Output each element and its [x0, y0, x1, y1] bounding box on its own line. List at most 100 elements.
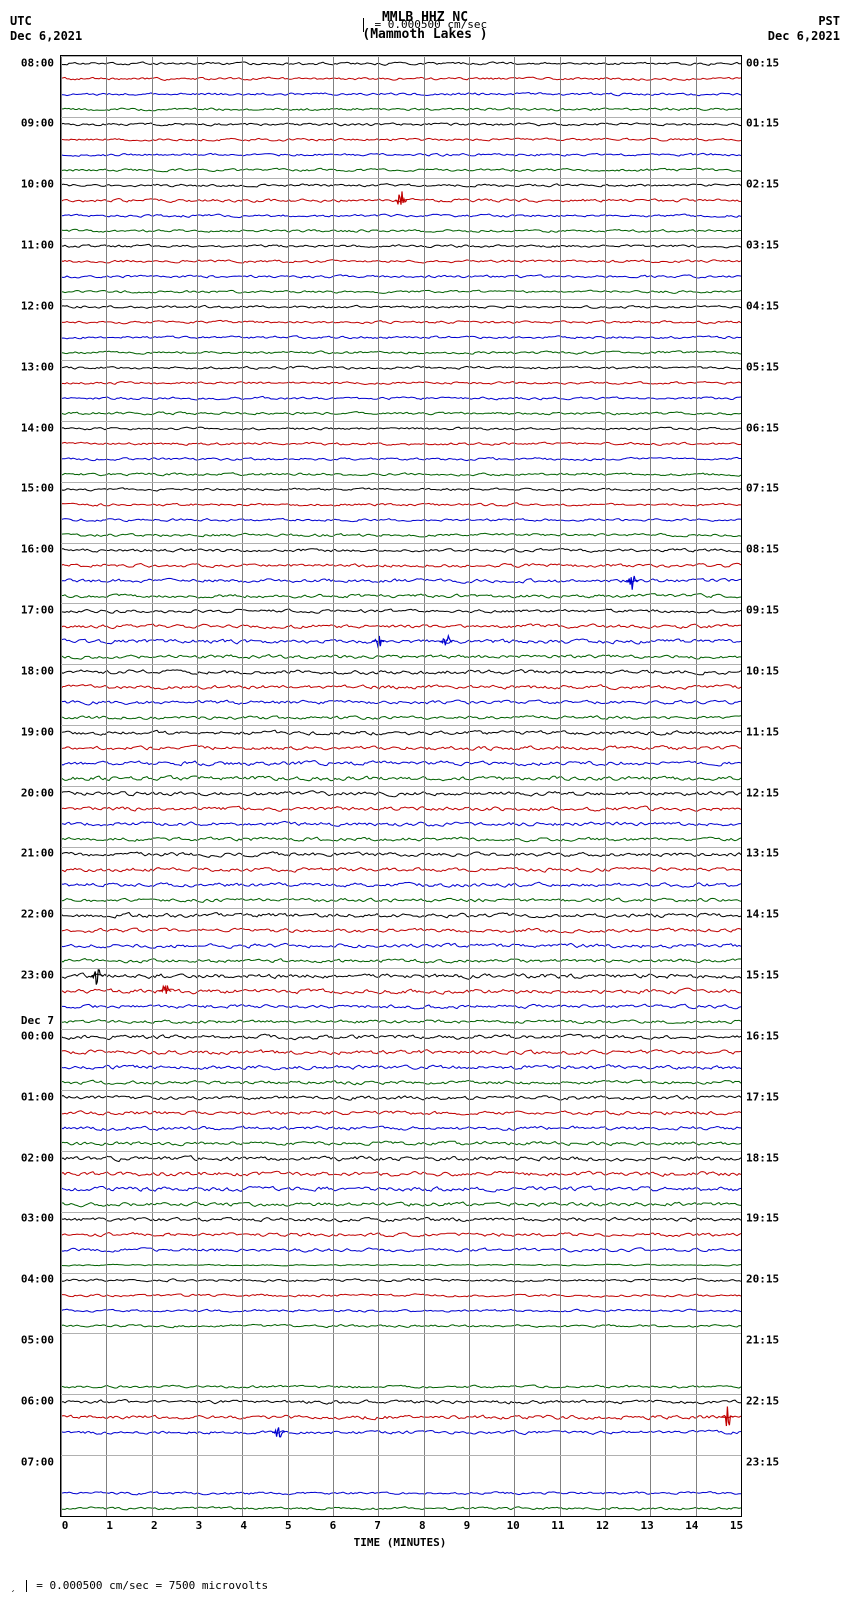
seismic-trace [61, 442, 741, 445]
seismic-trace [61, 138, 741, 141]
footer-scale-icon: ˏ [10, 1581, 16, 1592]
seismic-trace [61, 336, 741, 339]
seismic-trace [61, 685, 741, 690]
x-axis-title: TIME (MINUTES) [60, 1536, 740, 1549]
utc-hour-label: 23:00 [21, 969, 54, 982]
utc-hour-label: 17:00 [21, 604, 54, 617]
utc-hour-label: 09:00 [21, 117, 54, 130]
scale-note: = 0.000500 cm/sec [363, 18, 487, 32]
seismogram-container: MMLB HHZ NC (Mammoth Lakes ) UTC Dec 6,2… [10, 10, 840, 1592]
footer-text: = 0.000500 cm/sec = 7500 microvolts [36, 1579, 268, 1592]
scale-text: = 0.000500 cm/sec [375, 18, 488, 31]
pst-hour-label: 08:15 [746, 543, 779, 556]
seismic-trace [61, 852, 741, 858]
x-tick: 4 [239, 1519, 249, 1532]
seismic-trace [61, 1111, 741, 1115]
seismic-event-spike [395, 191, 407, 204]
x-tick: 8 [417, 1519, 427, 1532]
left-tz-block: UTC Dec 6,2021 [10, 14, 100, 45]
seismic-trace [61, 928, 741, 933]
utc-hour-label: 08:00 [21, 56, 54, 69]
pst-hour-label: 06:15 [746, 421, 779, 434]
seismic-trace [61, 123, 741, 126]
seismic-trace [61, 1065, 741, 1070]
utc-hour-label: 19:00 [21, 725, 54, 738]
hgrid-line [61, 1455, 741, 1456]
seismic-trace [61, 624, 741, 629]
pst-hour-label: 11:15 [746, 725, 779, 738]
seismic-trace [61, 867, 741, 872]
seismogram-plot [60, 55, 742, 1517]
seismic-trace [61, 1399, 741, 1404]
utc-hour-label: 00:00 [21, 1029, 54, 1042]
seismic-trace [61, 412, 741, 415]
hgrid-line [61, 238, 741, 239]
hgrid-line [61, 178, 741, 179]
right-tz: PST [750, 14, 840, 30]
seismic-trace [61, 1126, 741, 1131]
seismic-trace [61, 108, 741, 111]
seismic-trace [61, 898, 741, 902]
pst-hour-label: 20:15 [746, 1273, 779, 1286]
utc-hour-label: 01:00 [21, 1090, 54, 1103]
utc-hour-label: 04:00 [21, 1273, 54, 1286]
hgrid-line [61, 1516, 741, 1517]
utc-hour-label: 06:00 [21, 1394, 54, 1407]
seismic-trace [61, 1415, 741, 1420]
seismic-trace [61, 806, 741, 811]
seismic-trace [61, 168, 741, 172]
hgrid-line [61, 968, 741, 969]
seismic-trace [61, 1034, 741, 1040]
hgrid-line [61, 603, 741, 604]
seismic-event-spike [91, 970, 103, 985]
vgrid-line [741, 56, 742, 1516]
seismic-trace [61, 1020, 741, 1024]
seismic-trace [61, 320, 741, 323]
seismic-trace [61, 578, 741, 583]
pst-hour-label: 04:15 [746, 299, 779, 312]
seismic-trace [61, 427, 741, 430]
seismic-trace [61, 700, 741, 705]
seismic-trace [61, 1050, 741, 1055]
seismic-trace [61, 1430, 741, 1434]
seismic-trace [61, 62, 741, 65]
hgrid-line [61, 1212, 741, 1213]
seismic-trace [61, 488, 741, 491]
seismic-trace [61, 882, 741, 887]
seismic-trace [61, 396, 741, 400]
hgrid-line [61, 847, 741, 848]
seismic-trace [61, 229, 741, 232]
seismic-trace [61, 1202, 741, 1207]
utc-hour-label: 16:00 [21, 543, 54, 556]
seismic-trace [61, 837, 741, 842]
seismic-event-spike [159, 986, 171, 994]
pst-hour-label: 03:15 [746, 239, 779, 252]
hgrid-line [61, 725, 741, 726]
pst-hour-label: 09:15 [746, 604, 779, 617]
seismic-trace [61, 1248, 741, 1252]
x-tick: 5 [283, 1519, 293, 1532]
seismic-trace [61, 776, 741, 781]
seismic-trace [61, 77, 741, 80]
pst-hour-label: 23:15 [746, 1455, 779, 1468]
x-tick: 2 [149, 1519, 159, 1532]
hgrid-line [61, 56, 741, 57]
left-date: Dec 6,2021 [10, 29, 100, 45]
hgrid-line [61, 543, 741, 544]
seismic-trace [61, 609, 741, 613]
seismic-trace [61, 959, 741, 963]
x-tick: 6 [328, 1519, 338, 1532]
pst-hour-label: 10:15 [746, 664, 779, 677]
pst-hour-label: 02:15 [746, 178, 779, 191]
utc-hour-label: 11:00 [21, 239, 54, 252]
seismic-trace [61, 1385, 741, 1388]
pst-hour-label: 01:15 [746, 117, 779, 130]
left-tz: UTC [10, 14, 100, 30]
seismic-trace [61, 745, 741, 750]
pst-hour-label: 13:15 [746, 847, 779, 860]
hgrid-line [61, 1090, 741, 1091]
hgrid-line [61, 360, 741, 361]
seismic-trace [61, 1217, 741, 1221]
hgrid-line [61, 1029, 741, 1030]
seismic-trace [61, 366, 741, 369]
